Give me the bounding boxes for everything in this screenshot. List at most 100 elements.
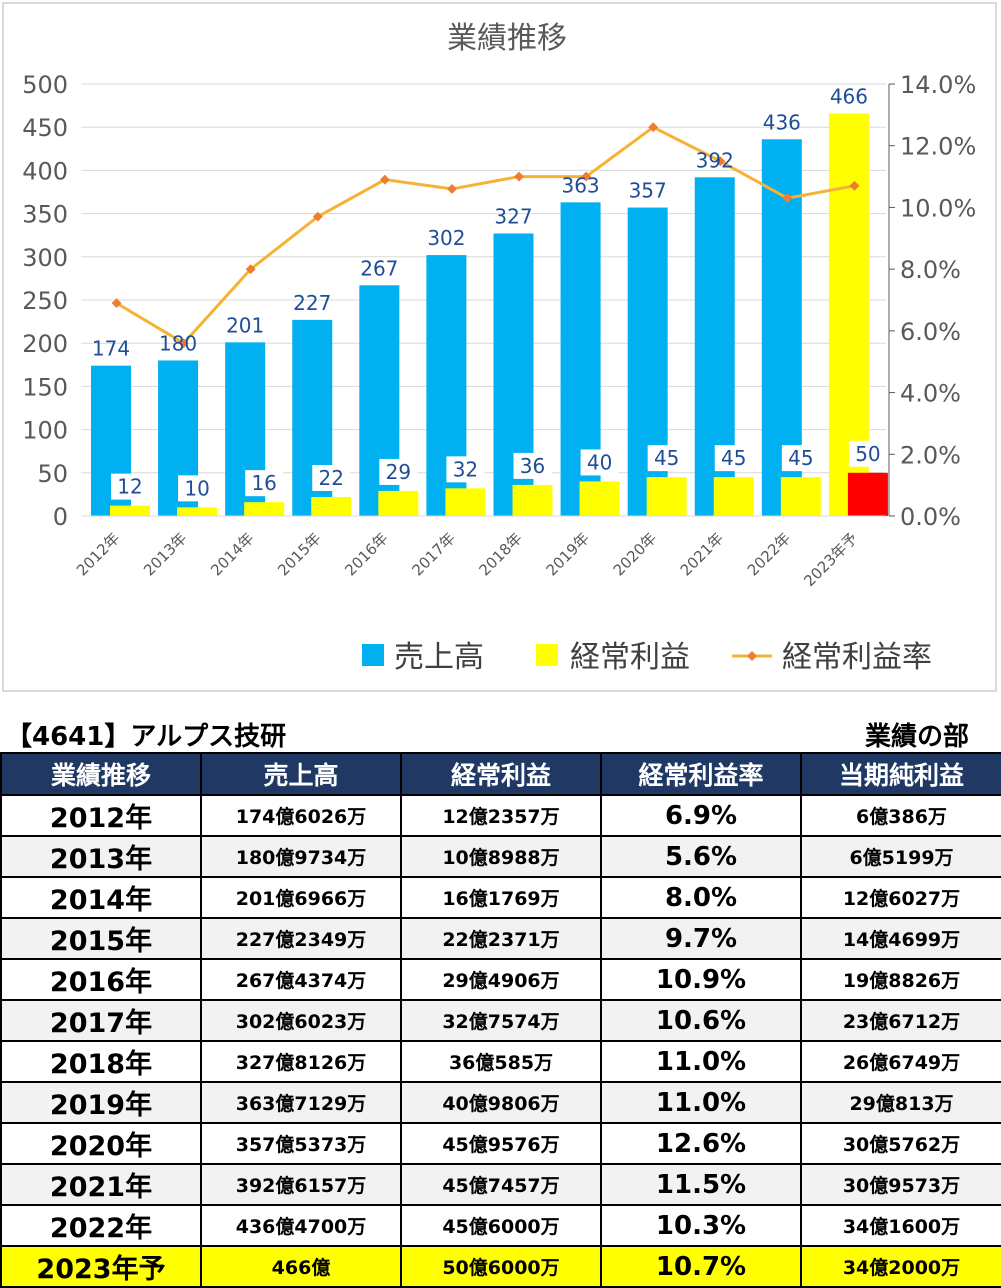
legend-label-sales: 売上高 [394, 640, 484, 675]
company-label: 【4641】アルプス技研 [6, 722, 287, 752]
data-label-box [111, 473, 149, 500]
rate-marker [715, 156, 726, 167]
legend-swatch-sales [362, 644, 384, 666]
table-row: 2018年 327億8126万 36億585万 11.0% 26億6749万 [0, 1040, 1001, 1083]
chart-title: 業績推移 [447, 21, 567, 56]
data-label-sales: 327 [494, 204, 532, 228]
data-label-ordinary: 45 [788, 446, 813, 470]
bar-ordinary-profit [378, 490, 419, 516]
column-header: 業績推移 [0, 752, 202, 796]
cell-net: 6億386万 [800, 794, 1001, 837]
cell-sales: 267億4374万 [200, 958, 402, 1001]
cell-rate: 10.6% [600, 999, 802, 1042]
cell-year: 2020年 [0, 1122, 202, 1165]
data-label-box [379, 458, 418, 485]
data-label-sales: 201 [226, 313, 264, 337]
cell-ordinary: 29億4906万 [400, 958, 602, 1001]
table-row: 2014年 201億6966万 16億1769万 8.0% 12億6027万 [0, 876, 1001, 919]
cell-sales: 174億6026万 [200, 794, 402, 837]
data-label-sales: 302 [427, 226, 465, 250]
column-header: 当期純利益 [800, 752, 1001, 796]
cell-ordinary: 10億8988万 [400, 835, 602, 878]
cell-net: 34億2000万 [800, 1245, 1001, 1288]
cell-rate: 10.3% [600, 1204, 802, 1247]
cell-sales: 466億 [200, 1245, 402, 1288]
data-label-box [781, 445, 820, 472]
data-label-box [513, 452, 552, 479]
table-row: 2012年 174億6026万 12億2357万 6.9% 6億386万 [0, 794, 1001, 837]
column-header: 売上高 [200, 752, 402, 796]
rate-marker [782, 193, 793, 204]
y-tick-label: 150 [22, 373, 68, 401]
data-label-ordinary: 45 [721, 446, 746, 470]
data-label-ordinary: 29 [386, 460, 411, 484]
y2-tick-label: 8.0% [900, 256, 961, 284]
cell-net: 14億4699万 [800, 917, 1001, 960]
cell-ordinary: 12億2357万 [400, 794, 602, 837]
rate-marker [514, 171, 524, 182]
cell-net: 6億5199万 [800, 835, 1001, 878]
chart-panel: 業績推移 0 50 100 150 200 250 300 350 400 450 500 0.0%… [2, 2, 997, 692]
cell-rate: 5.6% [600, 835, 802, 878]
cell-year: 2022年 [0, 1204, 202, 1247]
cell-year: 2012年 [0, 794, 202, 837]
bar-ordinary-profit [713, 477, 754, 516]
data-label-sales: 357 [629, 179, 667, 203]
table-row: 2021年 392億6157万 45億7457万 11.5% 30億9573万 [0, 1163, 1001, 1206]
cell-ordinary: 50億6000万 [400, 1245, 602, 1288]
cell-year: 2016年 [0, 958, 202, 1001]
cell-sales: 227億2349万 [200, 917, 402, 960]
x-tick-label: 2018年 [476, 529, 526, 579]
x-tick-label: 2022年 [744, 529, 794, 579]
data-label-ordinary: 10 [184, 476, 209, 500]
x-tick-label: 2013年 [140, 529, 190, 579]
data-label-sales: 180 [159, 331, 197, 355]
data-label-sales: 174 [92, 337, 130, 361]
section-label: 業績の部 [864, 722, 969, 752]
cell-year: 2013年 [0, 835, 202, 878]
data-label-ordinary: 50 [855, 442, 880, 466]
data-label-box [245, 470, 284, 497]
data-label-ordinary: 36 [520, 454, 545, 478]
data-label-box [178, 475, 217, 502]
y-tick-label: 450 [22, 114, 68, 142]
y-tick-label: 100 [22, 417, 68, 445]
y-tick-label: 500 [22, 71, 68, 99]
data-labels: 174 12 180 10 201 16 227 22 267 29 302 32 327 36 363 40… [92, 84, 887, 502]
bar-ordinary-profit [512, 484, 553, 516]
cell-ordinary: 45億9576万 [400, 1122, 602, 1165]
cell-rate: 12.6% [600, 1122, 802, 1165]
rate-marker [178, 338, 189, 349]
rate-line-path [115, 125, 855, 345]
x-tick-label: 2017年 [408, 529, 458, 579]
table-body: 2012年 174億6026万 12億2357万 6.9% 6億386万 2013年 180… [0, 794, 1001, 1288]
cell-rate: 10.7% [600, 1245, 802, 1288]
cell-ordinary: 40億9806万 [400, 1081, 602, 1124]
cell-net: 34億1600万 [800, 1204, 1001, 1247]
data-label-ordinary: 40 [587, 450, 612, 474]
legend-marker-rate [747, 651, 757, 661]
cell-rate: 8.0% [600, 876, 802, 919]
data-label-box [714, 445, 753, 472]
data-label-ordinary: 22 [319, 466, 344, 490]
x-axis: 2012年 2013年 2014年 2015年 2016年 2017年 2018年 2019年… [73, 515, 886, 590]
cell-year: 2014年 [0, 876, 202, 919]
data-label-sales: 267 [360, 256, 398, 280]
cell-year: 2021年 [0, 1163, 202, 1206]
x-tick-label: 2016年 [341, 529, 391, 579]
x-tick-label: 2019年 [543, 529, 593, 579]
bar-ordinary-profit [445, 488, 486, 516]
y-tick-label: 300 [22, 244, 68, 272]
cell-sales: 201億6966万 [200, 876, 402, 919]
performance-chart: 業績推移 0 50 100 150 200 250 300 350 400 450 500 0.0%… [22, 21, 976, 675]
cell-rate: 9.7% [600, 917, 802, 960]
data-label-box [647, 445, 686, 472]
cell-sales: 180億9734万 [200, 835, 402, 878]
cell-rate: 11.0% [600, 1081, 802, 1124]
data-label-sales: 363 [561, 173, 599, 197]
rate-marker [447, 183, 457, 194]
table-row: 2017年 302億6023万 32億7574万 10.6% 23億6712万 [0, 999, 1001, 1042]
y2-tick-label: 0.0% [900, 503, 961, 531]
rate-marker [849, 180, 860, 191]
y2-tick-label: 14.0% [900, 71, 976, 99]
